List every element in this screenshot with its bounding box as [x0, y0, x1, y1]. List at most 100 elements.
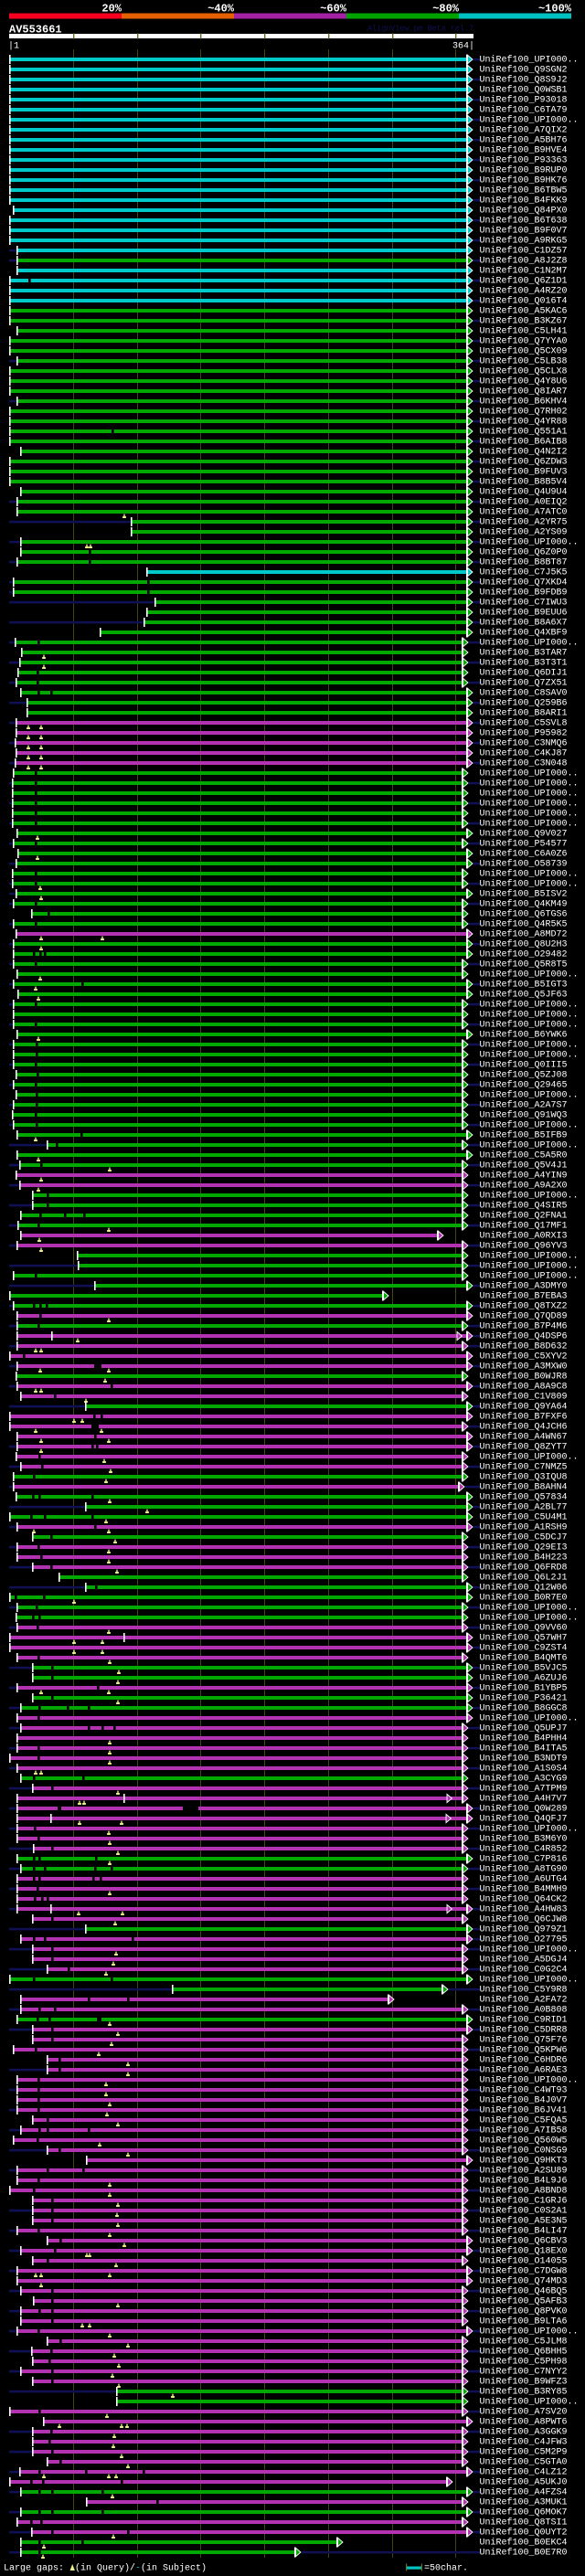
svg-text:UniRef100_C1N2M7: UniRef100_C1N2M7 [480, 266, 568, 277]
svg-text:UniRef100_A3GGK9: UniRef100_A3GGK9 [480, 2427, 568, 2438]
svg-text:UniRef100_A5DGJ4: UniRef100_A5DGJ4 [480, 1955, 568, 1966]
svg-text:UniRef100_C6HDR6: UniRef100_C6HDR6 [480, 2055, 568, 2066]
svg-text:UniRef100_A9A2X0: UniRef100_A9A2X0 [480, 1181, 568, 1192]
svg-text:UniRef100_UPI000..: UniRef100_UPI000.. [480, 55, 579, 66]
svg-text:UniRef100_A3MUK1: UniRef100_A3MUK1 [480, 2497, 568, 2508]
svg-text:UniRef100_Q5AFB3: UniRef100_Q5AFB3 [480, 2296, 568, 2307]
svg-text:UniRef100_P93018: UniRef100_P93018 [480, 95, 568, 106]
svg-text:UniRef100_A3DMY0: UniRef100_A3DMY0 [480, 1281, 568, 1292]
svg-text:UniRef100_UPI000..: UniRef100_UPI000.. [480, 1271, 579, 1282]
svg-text:UniRef100_A4HW83: UniRef100_A4HW83 [480, 1904, 568, 1915]
svg-text:UniRef100_Q8IAR7: UniRef100_Q8IAR7 [480, 387, 568, 398]
svg-text:UniRef100_B6KHV4: UniRef100_B6KHV4 [480, 397, 568, 408]
svg-text:UniRef100_C6TA79: UniRef100_C6TA79 [480, 105, 568, 116]
svg-text:UniRef100_UPI000..: UniRef100_UPI000.. [480, 1261, 579, 1272]
svg-text:UniRef100_UPI000..: UniRef100_UPI000.. [480, 779, 579, 790]
svg-text:UniRef100_UPI000..: UniRef100_UPI000.. [480, 1050, 579, 1061]
svg-text:UniRef100_UPI000..: UniRef100_UPI000.. [480, 1975, 579, 1986]
svg-text:UniRef100_Q9YA64: UniRef100_Q9YA64 [480, 1402, 568, 1413]
svg-text:UniRef100_Q57WH7: UniRef100_Q57WH7 [480, 1633, 568, 1644]
svg-text:UniRef100_O14055: UniRef100_O14055 [480, 2256, 568, 2267]
svg-text:UniRef100_B9HVE4: UniRef100_B9HVE4 [480, 145, 568, 156]
svg-text:UniRef100_UPI000..: UniRef100_UPI000.. [480, 1824, 579, 1835]
svg-text:UniRef100_UPI000..: UniRef100_UPI000.. [480, 1191, 579, 1202]
svg-text:UniRef100_A1RSH9: UniRef100_A1RSH9 [480, 1522, 568, 1533]
svg-text:UniRef100_UPI000..: UniRef100_UPI000.. [480, 970, 579, 981]
svg-text:UniRef100_B3RY85: UniRef100_B3RY85 [480, 2387, 568, 2398]
svg-text:UniRef100_A0RXI3: UniRef100_A0RXI3 [480, 1231, 568, 1242]
svg-text:UniRef100_C6A0Z6: UniRef100_C6A0Z6 [480, 849, 568, 860]
svg-text:UniRef100_Q4N2I2: UniRef100_Q4N2I2 [480, 447, 568, 458]
svg-text:UniRef100_A4H7V7: UniRef100_A4H7V7 [480, 1794, 568, 1805]
svg-text:UniRef100_C5U4M1: UniRef100_C5U4M1 [480, 1512, 568, 1523]
svg-text:UniRef100_Q5JF63: UniRef100_Q5JF63 [480, 990, 568, 1001]
svg-text:UniRef100_Q0WSB1: UniRef100_Q0WSB1 [480, 85, 568, 96]
svg-text:|1: |1 [8, 41, 19, 52]
svg-text:(in Subject): (in Subject) [141, 2563, 207, 2574]
svg-text:UniRef100_Q8PVK0: UniRef100_Q8PVK0 [480, 2306, 568, 2317]
svg-text:UniRef100_P54577: UniRef100_P54577 [480, 839, 568, 850]
svg-text:UniRef100_Q4SIR5: UniRef100_Q4SIR5 [480, 1201, 568, 1212]
svg-text:UniRef100_B8GGC8: UniRef100_B8GGC8 [480, 1703, 568, 1714]
svg-text:UniRef100_B4H223: UniRef100_B4H223 [480, 1553, 568, 1564]
svg-text:UniRef100_C5GTA0: UniRef100_C5GTA0 [480, 2457, 568, 2468]
svg-text:UniRef100_UPI000..: UniRef100_UPI000.. [480, 1000, 579, 1011]
svg-text:UniRef100_Q6L2J1: UniRef100_Q6L2J1 [480, 1573, 568, 1584]
svg-text:UniRef100_C7J5K5: UniRef100_C7J5K5 [480, 567, 568, 578]
svg-text:UniRef100_B8AHN4: UniRef100_B8AHN4 [480, 1482, 568, 1493]
svg-text:UniRef100_Q979Z1: UniRef100_Q979Z1 [480, 1924, 568, 1935]
svg-text:UniRef100_B9F0V7: UniRef100_B9F0V7 [480, 226, 568, 237]
svg-text:UniRef100_B6AIB8: UniRef100_B6AIB8 [480, 437, 568, 448]
svg-text:UniRef100_B8ARI1: UniRef100_B8ARI1 [480, 708, 568, 719]
svg-text:UniRef100_B9WFZ3: UniRef100_B9WFZ3 [480, 2377, 568, 2388]
svg-text:UniRef100_Q560W5: UniRef100_Q560W5 [480, 2136, 568, 2147]
svg-text:UniRef100_C5FQA5: UniRef100_C5FQA5 [480, 2115, 568, 2126]
svg-text:UniRef100_A2BL77: UniRef100_A2BL77 [480, 1502, 568, 1513]
svg-text:UniRef100_Q8U2H3: UniRef100_Q8U2H3 [480, 939, 568, 950]
svg-text:UniRef100_C0NSG9: UniRef100_C0NSG9 [480, 2146, 568, 2157]
svg-text:AV553661: AV553661 [9, 24, 62, 37]
svg-text:UniRef100_Q5CX09: UniRef100_Q5CX09 [480, 346, 568, 357]
svg-text:UniRef100_B5IGT3: UniRef100_B5IGT3 [480, 980, 568, 991]
svg-text:UniRef100_B3TAR7: UniRef100_B3TAR7 [480, 648, 568, 659]
svg-text:UniRef100_Q5R8T5: UniRef100_Q5R8T5 [480, 959, 568, 970]
svg-text:UniRef100_Q8TSI1: UniRef100_Q8TSI1 [480, 2518, 568, 2528]
svg-text:UniRef100_Q29EI3: UniRef100_Q29EI3 [480, 1542, 568, 1553]
svg-text:UniRef100_A7TPM9: UniRef100_A7TPM9 [480, 1784, 568, 1795]
svg-text:UniRef100_B4J0V7: UniRef100_B4J0V7 [480, 2095, 568, 2106]
svg-text:UniRef100_A3CYG9: UniRef100_A3CYG9 [480, 1774, 568, 1785]
svg-text:UniRef100_C7IWU3: UniRef100_C7IWU3 [480, 598, 568, 609]
svg-text:UniRef100_UPI000..: UniRef100_UPI000.. [480, 1613, 579, 1624]
svg-text:UniRef100_B4PHH4: UniRef100_B4PHH4 [480, 1733, 568, 1744]
svg-text:UniRef100_Q0UYT2: UniRef100_Q0UYT2 [480, 2528, 568, 2539]
svg-text:UniRef100_Q5ZJ08: UniRef100_Q5ZJ08 [480, 1070, 568, 1081]
svg-text:UniRef100_A6RAE3: UniRef100_A6RAE3 [480, 2065, 568, 2076]
svg-text:UniRef100_B6TBW5: UniRef100_B6TBW5 [480, 186, 568, 196]
svg-text:UniRef100_B3T3T1: UniRef100_B3T3T1 [480, 658, 568, 669]
svg-text:UniRef100_C0S2A1: UniRef100_C0S2A1 [480, 2206, 568, 2217]
svg-text:UniRef100_Q57834: UniRef100_Q57834 [480, 1492, 568, 1503]
svg-text:UniRef100_C4WT93: UniRef100_C4WT93 [480, 2085, 568, 2096]
svg-text:UniRef100_A4RZ20: UniRef100_A4RZ20 [480, 286, 568, 297]
svg-text:UniRef100_C5DRR8: UniRef100_C5DRR8 [480, 2025, 568, 2036]
svg-text:UniRef100_Q7ZX51: UniRef100_Q7ZX51 [480, 678, 568, 689]
svg-text:UniRef100_Q4R5K5: UniRef100_Q4R5K5 [480, 919, 568, 930]
svg-text:UniRef100_B3NDT9: UniRef100_B3NDT9 [480, 1754, 568, 1765]
svg-text:UniRef100_A4FZS4: UniRef100_A4FZS4 [480, 2487, 568, 2498]
svg-text:UniRef100_UPI000..: UniRef100_UPI000.. [480, 2075, 579, 2086]
svg-text:UniRef100_A7QIX2: UniRef100_A7QIX2 [480, 125, 568, 136]
svg-text:UniRef100_A7SV20: UniRef100_A7SV20 [480, 2407, 568, 2418]
svg-text:UniRef100_Q46BQ5: UniRef100_Q46BQ5 [480, 2286, 568, 2297]
svg-text:UniRef100_Q3IQU8: UniRef100_Q3IQU8 [480, 1472, 568, 1483]
svg-text:UniRef100_C7P816: UniRef100_C7P816 [480, 1854, 568, 1865]
svg-text:UniRef100_B8A6X7: UniRef100_B8A6X7 [480, 618, 568, 629]
svg-text:UniRef100_Q259B6: UniRef100_Q259B6 [480, 698, 568, 709]
svg-text:UniRef100_A2A7S7: UniRef100_A2A7S7 [480, 1100, 568, 1111]
svg-text:UniRef100_Q6MOK7: UniRef100_Q6MOK7 [480, 2507, 568, 2518]
svg-text:UniRef100_B7P4M6: UniRef100_B7P4M6 [480, 1321, 568, 1332]
svg-text:UniRef100_A8PWT6: UniRef100_A8PWT6 [480, 2417, 568, 2428]
svg-text:UniRef100_Q17MF1: UniRef100_Q17MF1 [480, 1221, 568, 1232]
svg-text:UniRef100_Q7QD89: UniRef100_Q7QD89 [480, 1311, 568, 1322]
svg-text:UniRef100_B4L9J6: UniRef100_B4L9J6 [480, 2176, 568, 2187]
svg-text:UniRef100_B3KZ67: UniRef100_B3KZ67 [480, 316, 568, 327]
